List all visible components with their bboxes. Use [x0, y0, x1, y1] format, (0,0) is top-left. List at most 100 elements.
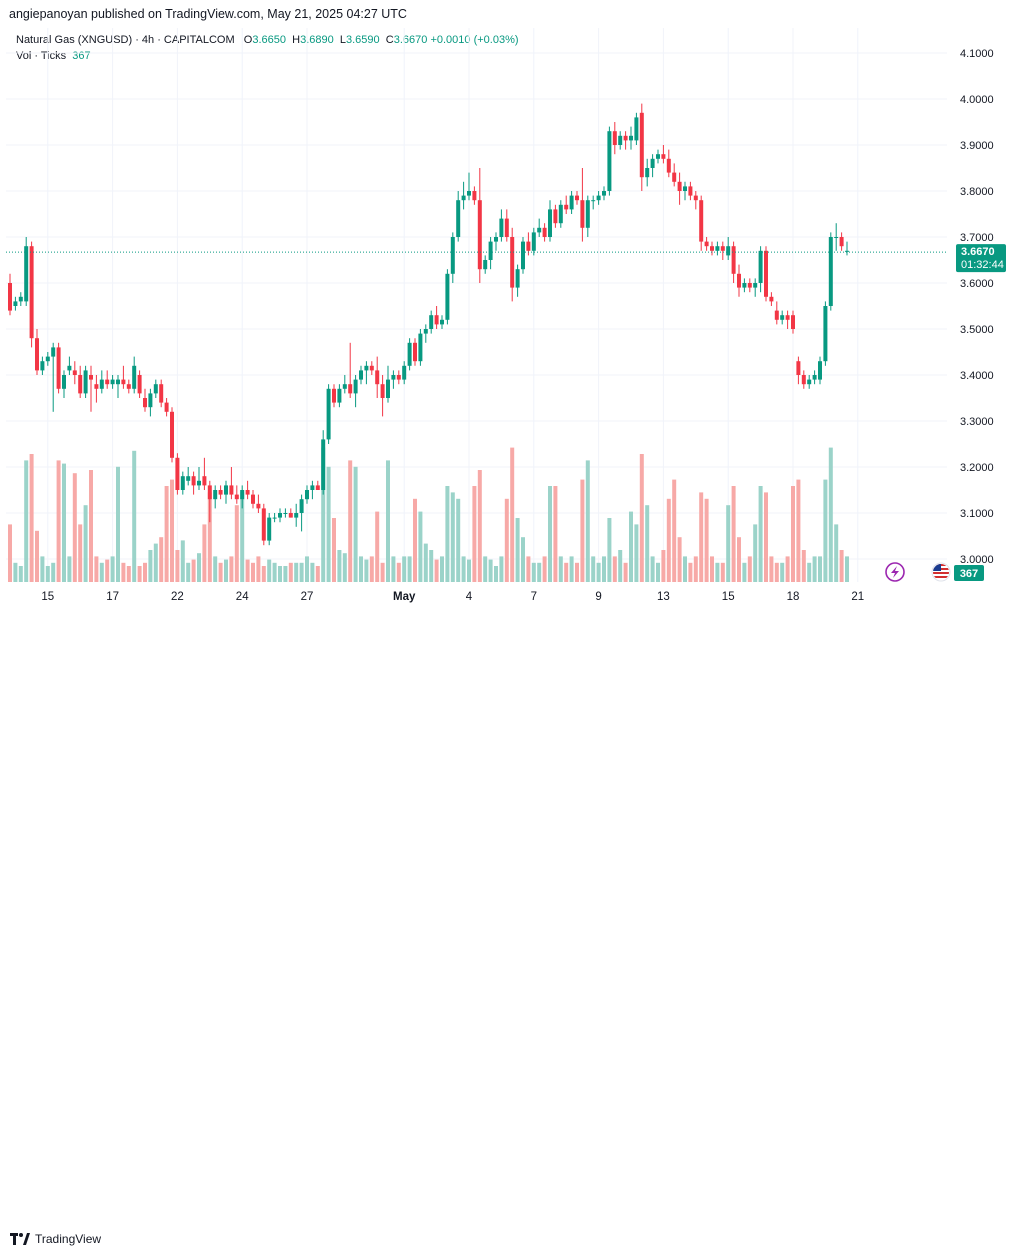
volume-bar: [758, 486, 763, 582]
candle-body: [758, 250, 763, 283]
candle: [121, 365, 126, 389]
volume-bar: [213, 556, 218, 582]
volume-bar: [818, 556, 822, 582]
volume-bar: [121, 562, 126, 582]
candle-body: [596, 195, 601, 201]
time-tick-label: 9: [595, 591, 601, 603]
candle: [639, 103, 644, 191]
time-axis[interactable]: 15 17 22 24 27 May 4 7 9 13 15 18 21: [41, 591, 864, 603]
candle-body: [461, 195, 466, 201]
volume-bar: [143, 562, 147, 582]
volume-bar: [175, 550, 180, 582]
candle: [758, 246, 763, 293]
countdown-text: 01:32:44: [961, 259, 1004, 271]
price-axis[interactable]: 3.0000 3.1000 3.2000 3.3000 3.4000 3.5000 3.60…: [960, 48, 994, 566]
us-flag-icon[interactable]: [931, 562, 951, 582]
candle: [159, 379, 164, 408]
candle: [656, 149, 660, 164]
candle: [542, 223, 547, 242]
candle-body: [526, 241, 531, 251]
header-bar: angiepanoyan published on TradingView.co…: [0, 0, 1024, 28]
candle: [477, 168, 482, 283]
time-tick-label: May: [393, 591, 416, 603]
candle-body: [294, 513, 299, 518]
candle-body: [575, 195, 579, 201]
candle: [51, 342, 56, 412]
candle: [116, 375, 120, 398]
candle-body: [661, 154, 666, 159]
volume-bar: [407, 556, 412, 582]
candle: [720, 241, 725, 260]
candle-body: [396, 375, 401, 380]
candle: [315, 480, 320, 490]
candle-body: [607, 131, 612, 191]
candle-body: [342, 384, 347, 389]
symbol-name[interactable]: Natural Gas (XNGUSD) · 4h · CAPITALCOM: [16, 34, 235, 46]
candle: [202, 457, 207, 490]
candle-body: [321, 439, 326, 490]
volume-bar: [585, 460, 590, 582]
candle-body: [272, 517, 277, 519]
candle-body: [207, 485, 212, 500]
candle: [337, 384, 342, 408]
volume-bar: [261, 566, 266, 582]
volume-bar: [483, 556, 488, 582]
candlestick-chart[interactable]: 3.0000 3.1000 3.2000 3.3000 3.4000 3.5000 3.60…: [0, 0, 1024, 612]
volume-bar: [224, 559, 228, 582]
candle: [791, 310, 795, 334]
volume-bar: [180, 540, 185, 582]
candle: [396, 370, 401, 385]
candle-body: [180, 476, 185, 490]
candle-body: [634, 117, 639, 141]
candle-body: [229, 485, 234, 495]
price-tick-label: 4.0000: [960, 94, 994, 106]
last-price-tag: 3.6670 01:32:44: [956, 244, 1006, 273]
candle-body: [828, 237, 833, 306]
volume-bar: [29, 454, 34, 582]
price-tick-label: 3.1000: [960, 508, 994, 520]
volume-bar: [688, 562, 693, 582]
high-label: H: [292, 34, 301, 46]
lightning-icon[interactable]: [885, 562, 905, 582]
volume-bar: [801, 550, 806, 582]
candle: [596, 191, 601, 205]
volume-bar: [18, 566, 23, 582]
candle-body: [699, 200, 704, 242]
candle: [429, 310, 434, 334]
candle: [666, 149, 671, 178]
candle: [89, 365, 93, 412]
candle-body: [429, 315, 434, 329]
candle-body: [639, 112, 644, 178]
volume-bar: [623, 562, 628, 582]
candle-body: [499, 218, 504, 237]
candle: [62, 370, 66, 398]
brand[interactable]: TradingView: [10, 1232, 101, 1246]
volume-bar: [78, 524, 83, 582]
price-tick-label: 3.5000: [960, 324, 994, 336]
candle: [434, 306, 439, 329]
candle: [143, 388, 147, 412]
volume-bar: [110, 556, 115, 582]
candle: [261, 503, 266, 546]
candle: [391, 370, 396, 389]
candle: [672, 163, 677, 187]
candle: [818, 356, 822, 385]
candle: [224, 480, 228, 504]
candle-body: [164, 402, 169, 412]
volume-bar: [477, 470, 482, 582]
candle: [288, 508, 293, 518]
volume-bar: [774, 562, 779, 582]
candle-body: [72, 370, 77, 375]
candle: [29, 241, 34, 348]
volume-bar: [607, 518, 612, 582]
volume-bar: [753, 524, 758, 582]
candle: [661, 145, 666, 164]
candle-body: [186, 476, 191, 481]
candle-body: [224, 485, 228, 495]
volume-bar: [72, 473, 77, 582]
candle: [213, 485, 218, 509]
volume-bar: [8, 524, 12, 582]
candle-body: [105, 379, 110, 385]
volume-bar: [283, 566, 288, 582]
volume-bar: [272, 562, 277, 582]
